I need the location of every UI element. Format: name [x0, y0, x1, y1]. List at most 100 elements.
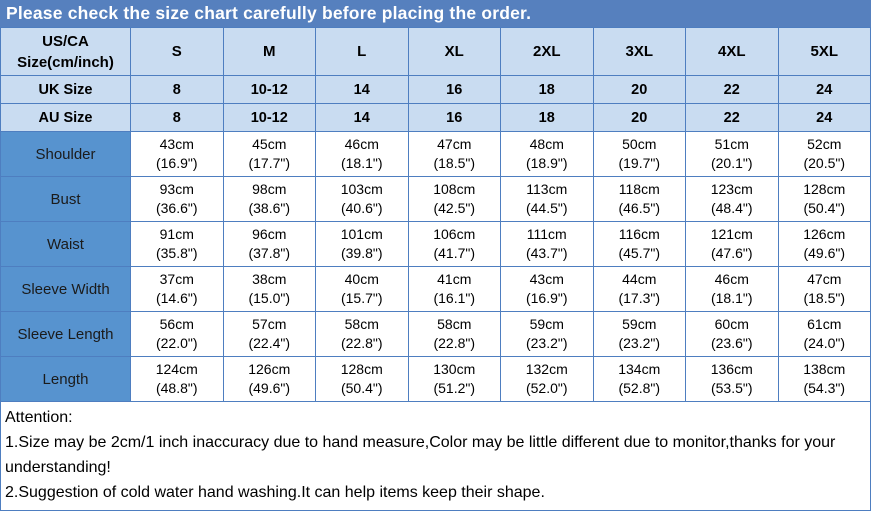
cm-value: 43cm — [529, 271, 564, 287]
size-cell: 16 — [407, 75, 501, 104]
measure-cell: 59cm (23.2") — [592, 311, 686, 357]
measure-cell: 47cm (18.5") — [407, 131, 501, 177]
cm-value: 124cm — [155, 361, 198, 377]
size-col-header: L — [315, 27, 409, 76]
cm-value: 47cm — [807, 271, 842, 287]
measure-cell: 46cm (18.1") — [315, 131, 409, 177]
cm-value: 130cm — [433, 361, 476, 377]
attention-title: Attention: — [5, 409, 73, 426]
size-cell: 10-12 — [222, 75, 316, 104]
inch-value: (35.8") — [155, 245, 198, 261]
inch-value: (49.6") — [803, 245, 846, 261]
inch-value: (17.7") — [248, 155, 291, 171]
size-cell: 14 — [315, 75, 409, 104]
size-chart-table: US/CA Size(cm/inch) S M L XL 2XL 3XL 4XL… — [0, 27, 871, 402]
measure-cell: 138cm (54.3") — [777, 356, 871, 402]
inch-value: (18.5") — [803, 290, 846, 306]
row-label: UK Size — [0, 75, 131, 104]
cm-value: 128cm — [803, 181, 846, 197]
cm-value: 106cm — [433, 226, 476, 242]
inch-value: (43.7") — [525, 245, 568, 261]
size-cell: 16 — [407, 103, 501, 132]
size-col-header: 4XL — [685, 27, 779, 76]
measurement-row-shoulder: Shoulder 43cm (16.9") 45cm (17.7") 46cm (18… — [0, 131, 871, 177]
inch-value: (19.7") — [618, 155, 661, 171]
measure-cell: 128cm (50.4") — [315, 356, 409, 402]
inch-value: (52.8") — [618, 380, 661, 396]
measure-cell: 44cm (17.3") — [592, 266, 686, 312]
measure-cell: 103cm (40.6") — [315, 176, 409, 222]
inch-value: (45.7") — [618, 245, 661, 261]
measure-cell: 116cm (45.7") — [592, 221, 686, 267]
cm-value: 126cm — [248, 361, 291, 377]
measure-cell: 101cm (39.8") — [315, 221, 409, 267]
measure-cell: 43cm (16.9") — [130, 131, 224, 177]
size-cell: 20 — [592, 75, 686, 104]
cm-value: 126cm — [803, 226, 846, 242]
corner-header-line1: US/CA — [42, 32, 89, 50]
inch-value: (52.0") — [525, 380, 568, 396]
inch-value: (47.6") — [710, 245, 753, 261]
measure-cell: 134cm (52.8") — [592, 356, 686, 402]
cm-value: 103cm — [340, 181, 383, 197]
cm-value: 59cm — [529, 316, 564, 332]
measurement-row-length: Length 124cm (48.8") 126cm (49.6") 128cm (5… — [0, 356, 871, 402]
measure-cell: 43cm (16.9") — [500, 266, 594, 312]
measurement-row-bust: Bust 93cm (36.6") 98cm (38.6") 103cm (40.6"… — [0, 176, 871, 222]
inch-value: (42.5") — [433, 200, 476, 216]
row-label: Waist — [0, 221, 131, 267]
measure-cell: 61cm (24.0") — [777, 311, 871, 357]
cm-value: 138cm — [803, 361, 846, 377]
cm-value: 43cm — [159, 136, 194, 152]
inch-value: (24.0") — [803, 335, 846, 351]
inch-value: (41.7") — [433, 245, 476, 261]
au-size-row: AU Size 8 10-12 14 16 18 20 22 24 — [0, 103, 871, 132]
cm-value: 132cm — [525, 361, 568, 377]
measure-cell: 47cm (18.5") — [777, 266, 871, 312]
measure-cell: 52cm (20.5") — [777, 131, 871, 177]
inch-value: (16.9") — [155, 155, 198, 171]
size-col-header: 2XL — [500, 27, 594, 76]
measure-cell: 123cm (48.4") — [685, 176, 779, 222]
cm-value: 46cm — [344, 136, 379, 152]
size-cell: 18 — [500, 103, 594, 132]
inch-value: (18.1") — [710, 290, 753, 306]
size-cell: 8 — [130, 103, 224, 132]
corner-header-line2: Size(cm/inch) — [17, 53, 114, 71]
inch-value: (15.7") — [340, 290, 383, 306]
cm-value: 136cm — [710, 361, 753, 377]
cm-value: 113cm — [526, 181, 568, 197]
inch-value: (54.3") — [803, 380, 846, 396]
measure-cell: 41cm (16.1") — [407, 266, 501, 312]
inch-value: (22.0") — [155, 335, 198, 351]
cm-value: 101cm — [340, 226, 383, 242]
banner-warning: Please check the size chart carefully be… — [0, 0, 871, 27]
measure-cell: 93cm (36.6") — [130, 176, 224, 222]
inch-value: (51.2") — [433, 380, 476, 396]
inch-value: (22.8") — [340, 335, 383, 351]
cm-value: 96cm — [252, 226, 287, 242]
inch-value: (22.4") — [248, 335, 291, 351]
cm-value: 118cm — [618, 181, 660, 197]
inch-value: (18.5") — [433, 155, 476, 171]
cm-value: 98cm — [252, 181, 287, 197]
measure-cell: 98cm (38.6") — [222, 176, 316, 222]
measure-cell: 60cm (23.6") — [685, 311, 779, 357]
measurement-row-waist: Waist 91cm (35.8") 96cm (37.8") 101cm (39.8… — [0, 221, 871, 267]
inch-value: (53.5") — [710, 380, 753, 396]
cm-value: 44cm — [622, 271, 657, 287]
size-cell: 10-12 — [222, 103, 316, 132]
measure-cell: 111cm (43.7") — [500, 221, 594, 267]
measure-cell: 118cm (46.5") — [592, 176, 686, 222]
measure-cell: 113cm (44.5") — [500, 176, 594, 222]
measure-cell: 50cm (19.7") — [592, 131, 686, 177]
inch-value: (17.3") — [618, 290, 661, 306]
measure-cell: 58cm (22.8") — [407, 311, 501, 357]
size-cell: 24 — [777, 103, 871, 132]
inch-value: (36.6") — [155, 200, 198, 216]
inch-value: (48.4") — [710, 200, 753, 216]
measure-cell: 130cm (51.2") — [407, 356, 501, 402]
measure-cell: 121cm (47.6") — [685, 221, 779, 267]
inch-value: (18.9") — [525, 155, 568, 171]
cm-value: 40cm — [344, 271, 379, 287]
